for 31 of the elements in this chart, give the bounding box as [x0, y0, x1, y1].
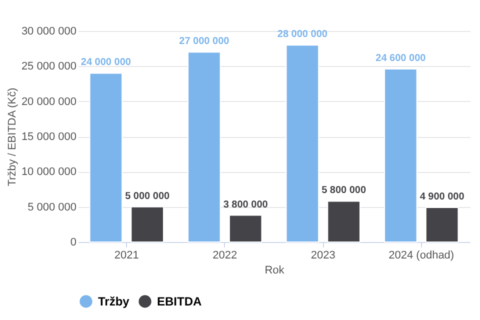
data-label: 4 900 000: [420, 192, 465, 203]
y-tick-label: 25 000 000: [21, 60, 76, 73]
bar: [89, 72, 123, 242]
legend-label: Tržby: [98, 294, 130, 308]
y-axis-title: Tržby / EBITDA (Kč): [6, 88, 18, 186]
x-tick-label: 2024 (odhad): [388, 250, 454, 262]
y-tick-label: 15 000 000: [21, 131, 76, 143]
x-axis-title: Rok: [264, 264, 285, 276]
bar: [188, 52, 221, 242]
data-label: 24 000 000: [80, 57, 132, 68]
y-tick-label: 5 000 000: [28, 201, 76, 214]
bar: [228, 214, 262, 242]
data-label: 5 000 000: [125, 190, 170, 202]
legend-label: EBITDA: [157, 294, 202, 308]
bar: [327, 200, 360, 242]
x-tick-label: 2021: [114, 250, 139, 262]
data-label: 24 600 000: [376, 52, 426, 64]
data-label: 27 000 000: [179, 36, 230, 48]
bar: [286, 44, 320, 242]
y-tick-label: 10 000 000: [21, 166, 76, 178]
y-tick-label: 0: [70, 236, 76, 248]
bar: [425, 207, 459, 242]
data-label: 3 800 000: [223, 199, 268, 210]
y-tick-label: 30 000 000: [21, 26, 76, 38]
bar: [384, 68, 418, 242]
x-tick-label: 2022: [212, 250, 238, 262]
x-tick-label: 2023: [310, 250, 336, 262]
data-label: 28 000 000: [277, 29, 328, 40]
data-label: 5 800 000: [322, 185, 366, 196]
bar: [130, 206, 164, 242]
y-tick-label: 20 000 000: [21, 96, 76, 108]
